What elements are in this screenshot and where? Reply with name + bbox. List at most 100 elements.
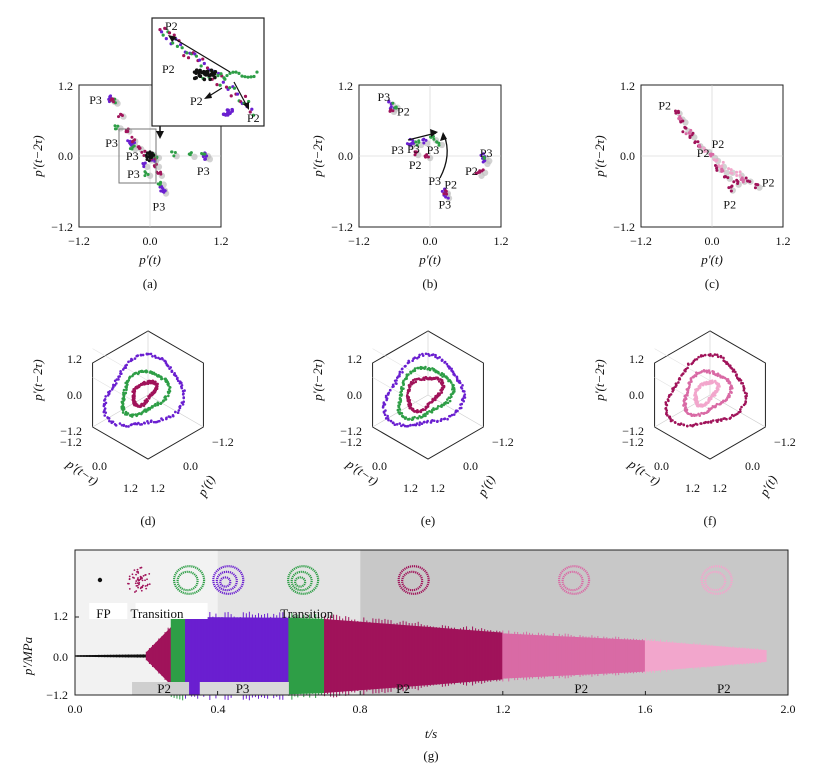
pf-point-1-21 — [717, 402, 721, 406]
pf-point-0-91 — [684, 369, 687, 373]
panel-g-icon-1-dot-36 — [128, 587, 131, 590]
pe-point-0-11 — [459, 403, 462, 406]
panel-f-caption: (f) — [704, 513, 717, 528]
pa-point-0-8-3 — [143, 161, 147, 165]
pa-point-2-1-3 — [120, 113, 124, 117]
panel-g-icon-4-ring-0 — [287, 565, 320, 595]
pd-point-0-42 — [132, 422, 136, 426]
panel-c-xlabel: p'(t) — [700, 252, 723, 267]
pf-point-1-109 — [707, 369, 711, 372]
panel-d-xtick-3: 1.2 — [123, 481, 138, 495]
inset-point-57 — [248, 110, 252, 114]
panel-g-icon-3-ring-1 — [215, 570, 238, 592]
pf-point-0-115 — [722, 356, 725, 360]
panel-g-icon-1-dot-6 — [136, 584, 139, 587]
panel-d-ytick-2: 0.0 — [183, 459, 198, 473]
pf-point-0-135 — [737, 379, 741, 382]
pf-point-1-39 — [700, 411, 703, 415]
panel-c-xtick-left: −1.2 — [630, 234, 652, 248]
pe-point-0-55 — [389, 419, 393, 423]
pd-point-0-52 — [113, 422, 117, 426]
pd-point-0-50 — [118, 422, 122, 425]
inset-point-106 — [197, 70, 201, 75]
pe-point-1-59 — [398, 408, 402, 411]
pe-point-1-17 — [442, 403, 445, 407]
pc-point-1-3-3 — [711, 152, 715, 156]
pd-point-0-132 — [174, 374, 178, 378]
pa-point-1-2-3 — [132, 144, 136, 148]
pf-point-0-54 — [673, 420, 677, 424]
pe-point-0-23 — [442, 417, 446, 421]
pa-point-1-8-0 — [146, 172, 150, 176]
pf-point-0-104 — [701, 354, 705, 358]
pb-point-2-2-2 — [426, 155, 430, 159]
pd-point-0-3 — [183, 389, 186, 392]
pe-point-0-50 — [398, 422, 402, 425]
panel-b-xtick-right: 1.2 — [494, 234, 509, 248]
inset-point-27 — [201, 57, 205, 61]
inset-point-120 — [226, 108, 231, 113]
pe-point-2-55 — [408, 406, 412, 410]
pa-trail-1-4 — [173, 153, 180, 160]
pf-point-0-49 — [682, 423, 686, 427]
pe-point-0-54 — [391, 421, 395, 425]
inset-point-17 — [185, 51, 189, 55]
pc-point-2-4-1 — [738, 170, 742, 174]
pa-point-1-1-3 — [113, 127, 117, 131]
pe-point-0-117 — [440, 358, 444, 362]
panel-e-ztick-bot: −1.2 — [340, 424, 362, 438]
pd-point-0-55 — [110, 420, 114, 423]
pd-point-1-139 — [167, 384, 170, 387]
pc-point-1-1-1 — [687, 131, 691, 135]
pe-point-1-121 — [436, 371, 440, 374]
panel-b-arrowhead-1 — [430, 129, 438, 137]
pf-point-0-83 — [677, 381, 680, 384]
pb-point-0-1-3 — [389, 105, 393, 109]
pa-annotation-0: P3 — [89, 93, 102, 107]
panel-g-icon-2-ring-0 — [172, 565, 206, 595]
pd-point-2-139 — [155, 385, 158, 389]
pa-point-3-4-1 — [145, 155, 149, 159]
pd-point-1-78 — [124, 391, 128, 395]
panel-g-region-label-5: P2 — [396, 681, 410, 696]
pa-point-3-3-2 — [151, 153, 155, 157]
pa-point-1-4-3 — [173, 150, 177, 154]
pf-point-1-51 — [689, 412, 692, 416]
panel-g-icon-1-dot-22 — [135, 573, 137, 576]
pe-point-1-1 — [451, 388, 454, 391]
pf-point-0-70 — [666, 398, 670, 401]
pe-point-2-18 — [434, 398, 437, 402]
pf-point-1-104 — [702, 369, 706, 373]
pe-point-1-54 — [400, 414, 404, 418]
pf-point-0-26 — [720, 419, 723, 422]
pb-point-0-4-3 — [421, 138, 425, 142]
inset-point-94 — [213, 69, 218, 74]
pe-point-0-9 — [462, 399, 465, 403]
pd-point-1-43 — [134, 413, 137, 416]
pf-point-0-138 — [741, 382, 745, 385]
pa-point-1-4-2 — [172, 154, 176, 158]
panel-a-zoom-box — [118, 128, 157, 184]
panel-d-zlabel: p'(t−2τ) — [30, 359, 45, 401]
pe-point-0-13 — [458, 407, 462, 410]
pf-point-0-127 — [731, 370, 735, 373]
panel-d-ztick-bot: −1.2 — [60, 424, 82, 438]
panel-f-ytick-3: −1.2 — [774, 435, 796, 449]
inset-point-108 — [205, 69, 210, 74]
pd-point-0-93 — [124, 366, 127, 370]
pd-point-0-99 — [130, 358, 134, 362]
pa-point-1-8-3 — [143, 170, 147, 174]
pa-point-2-3-3 — [133, 138, 137, 142]
pb-point-2-2-3 — [424, 155, 428, 159]
inset-point-26 — [199, 64, 203, 68]
pd-point-0-32 — [147, 421, 150, 425]
pb-point-2-2-1 — [425, 153, 429, 157]
pe-point-1-101 — [417, 366, 420, 370]
panel-g-icon-1-dot-56 — [140, 589, 143, 592]
pd-point-1-11 — [163, 396, 166, 399]
panel-a-xtick-left: −1.2 — [68, 234, 90, 248]
panel-g-icon-2-ring-1 — [176, 570, 199, 592]
pf-point-1-128 — [721, 376, 725, 379]
pf-point-2-30 — [707, 399, 711, 402]
pc-point-2-1-3 — [715, 158, 719, 162]
